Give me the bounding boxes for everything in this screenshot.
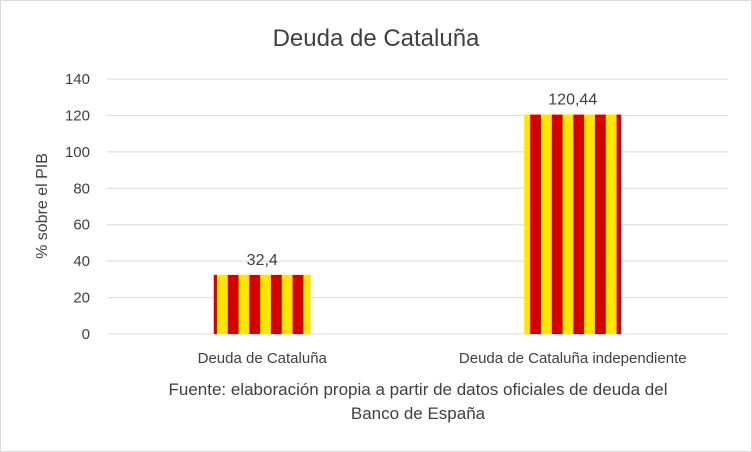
category-labels: Deuda de Cataluña Deuda de Cataluña indep… bbox=[198, 350, 687, 367]
y-tick-label: 60 bbox=[73, 217, 90, 234]
y-tick-label: 120 bbox=[65, 107, 90, 124]
y-tick-label: 140 bbox=[65, 71, 90, 88]
chart-title: Deuda de Cataluña bbox=[273, 25, 480, 52]
bar bbox=[524, 114, 622, 335]
y-tick-label: 80 bbox=[73, 180, 90, 197]
data-label: 32,4 bbox=[247, 252, 278, 269]
y-tick-labels: 0 20 40 60 80 100 120 140 bbox=[65, 71, 90, 343]
category-label: Deuda de Cataluña bbox=[198, 350, 328, 367]
bar bbox=[213, 274, 311, 334]
category-label: Deuda de Cataluña independiente bbox=[459, 350, 687, 367]
bars bbox=[213, 114, 622, 335]
gridlines bbox=[107, 78, 728, 335]
y-axis-label: % sobre el PIB bbox=[34, 153, 51, 259]
data-labels: 32,4 120,44 bbox=[247, 92, 598, 269]
data-label: 120,44 bbox=[548, 92, 597, 109]
y-tick-label: 100 bbox=[65, 144, 90, 161]
source-line-2: Banco de España bbox=[351, 404, 486, 423]
y-tick-label: 40 bbox=[73, 253, 90, 270]
y-tick-label: 20 bbox=[73, 290, 90, 307]
source-line-1: Fuente: elaboración propia a partir de d… bbox=[168, 380, 667, 399]
y-tick-label: 0 bbox=[82, 326, 90, 343]
